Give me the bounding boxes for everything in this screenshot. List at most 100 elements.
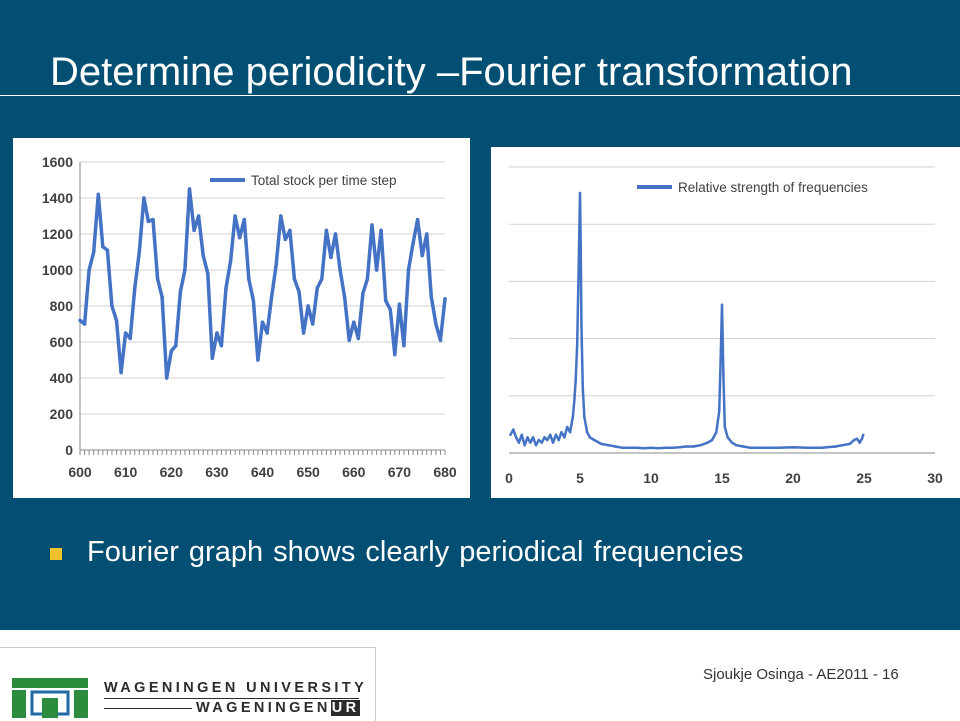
data-point: [443, 297, 447, 301]
data-point: [297, 289, 301, 294]
data-point: [563, 436, 566, 439]
data-point: [852, 438, 856, 442]
data-point: [855, 437, 859, 440]
data-point: [260, 320, 265, 324]
bullet-text: Fourier graph shows clearly periodical f…: [87, 536, 744, 568]
data-point: [581, 386, 585, 390]
data-point: [160, 295, 164, 299]
x-tick-label: 25: [856, 470, 872, 486]
data-point: [388, 307, 393, 312]
x-tick-label: 30: [927, 470, 943, 486]
data-point: [663, 446, 667, 450]
data-point: [82, 322, 87, 326]
data-point: [742, 445, 745, 448]
x-tick-label: 5: [576, 470, 584, 486]
data-point: [256, 358, 260, 362]
data-point: [642, 447, 646, 450]
title-divider: [0, 95, 960, 96]
data-point: [178, 289, 183, 294]
data-point: [557, 438, 560, 442]
logo-divider: [104, 698, 359, 699]
data-point: [206, 271, 210, 276]
data-point: [585, 430, 589, 434]
data-point: [841, 443, 844, 447]
data-point: [656, 447, 660, 450]
data-point: [329, 255, 333, 260]
data-point: [397, 302, 402, 306]
data-point: [91, 250, 96, 254]
data-point: [734, 443, 738, 447]
data-point: [520, 433, 524, 437]
data-point: [137, 250, 142, 254]
data-point: [310, 322, 315, 326]
x-tick-label: 0: [505, 470, 513, 486]
y-tick-label: 600: [50, 334, 74, 350]
data-point: [529, 441, 532, 444]
data-point: [628, 446, 631, 450]
data-point: [105, 248, 110, 252]
data-point: [288, 228, 292, 233]
data-point: [406, 268, 411, 272]
data-point: [580, 321, 583, 325]
data-point: [600, 442, 603, 446]
data-point: [155, 277, 160, 281]
data-point: [251, 298, 256, 303]
series-line: [509, 191, 865, 450]
data-point: [517, 441, 521, 444]
data-point: [215, 331, 219, 335]
data-point: [110, 304, 114, 308]
data-point: [269, 295, 274, 299]
data-point: [142, 196, 146, 200]
data-point: [279, 214, 283, 218]
data-point: [578, 230, 581, 234]
data-point: [537, 438, 541, 442]
data-point: [151, 217, 155, 222]
data-point: [512, 428, 515, 431]
data-point: [860, 437, 864, 440]
wageningen-seal-icon: [12, 678, 88, 718]
data-point: [96, 192, 101, 197]
logo-wordmark-prefix: WAGENINGEN: [196, 700, 331, 716]
data-point: [820, 446, 823, 450]
data-point: [356, 336, 361, 341]
x-tick-label: 20: [785, 470, 801, 486]
x-tick-label: 600: [68, 464, 92, 480]
data-point: [183, 268, 187, 272]
data-point: [706, 441, 710, 444]
x-tick-label: 640: [251, 464, 275, 480]
data-point: [862, 433, 865, 437]
data-point: [370, 223, 374, 227]
data-point: [543, 436, 546, 439]
data-point: [720, 303, 724, 307]
slide-title: Determine periodicity –Fourier transform…: [50, 50, 853, 94]
fourier-line-chart: 0 5 10 15 20 25 30 Relative strength of frequen…: [505, 166, 943, 486]
data-point: [347, 338, 351, 342]
data-point: [228, 259, 233, 263]
data-point: [858, 441, 861, 444]
data-point: [429, 295, 434, 299]
stock-chart-panel: 600 610 620 630 640 650 660 670 680 0 200 400 600 800…: [13, 138, 470, 498]
y-tick-label: 800: [50, 298, 74, 314]
bullet-square-icon: [50, 548, 62, 560]
data-point: [146, 219, 151, 224]
data-point: [546, 438, 549, 442]
data-point: [78, 318, 82, 323]
data-point: [571, 415, 575, 418]
data-point: [554, 433, 558, 437]
data-point: [365, 277, 370, 281]
data-point: [101, 244, 105, 249]
x-tick-label: 630: [205, 464, 229, 480]
data-point: [523, 443, 526, 447]
data-point: [730, 441, 734, 444]
data-point: [333, 232, 338, 236]
y-tick-label: 400: [50, 370, 74, 386]
data-point: [692, 445, 695, 448]
data-point: [583, 415, 586, 418]
data-point: [509, 433, 512, 437]
data-point: [224, 286, 228, 290]
fourier-chart-panel: 0 5 10 15 20 25 30 Relative strength of frequen…: [491, 147, 960, 498]
legend-label: Total stock per time step: [251, 173, 397, 188]
series-line: [78, 187, 447, 380]
data-point: [123, 331, 128, 335]
data-point: [685, 445, 688, 448]
